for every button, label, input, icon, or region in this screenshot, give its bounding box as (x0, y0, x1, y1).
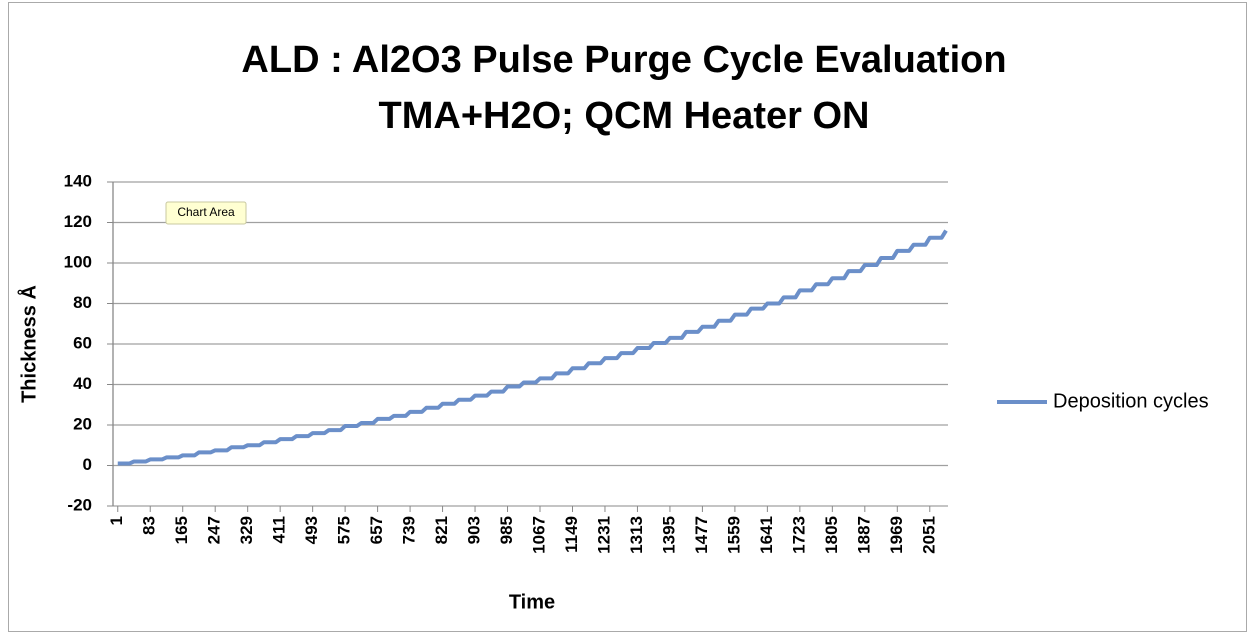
x-tick-label: 1477 (692, 516, 711, 554)
x-tick-label: 1231 (594, 516, 613, 554)
x-tick-label: 1723 (789, 516, 808, 554)
chart-title: ALD : Al2O3 Pulse Purge Cycle Evaluation (241, 39, 1006, 81)
x-tick-label: 1559 (724, 516, 743, 554)
x-tick-label: 985 (497, 516, 516, 544)
data-line (117, 229, 948, 466)
x-tick-label: 2051 (919, 516, 938, 554)
x-tick-label: 1067 (529, 516, 548, 554)
x-tick-label: 1805 (822, 516, 841, 554)
x-tick-label: 247 (205, 516, 224, 544)
legend-label: Deposition cycles (1053, 390, 1209, 412)
x-tick-label: 1313 (627, 516, 646, 554)
x-tick-label: 903 (465, 516, 484, 544)
y-tick-label: 120 (64, 212, 92, 231)
x-tick-label: 329 (237, 516, 256, 544)
x-tick-label: 657 (367, 516, 386, 544)
x-tick-label: 1887 (854, 516, 873, 554)
x-tick-label: 411 (270, 516, 289, 543)
y-tick-label: 20 (73, 414, 92, 433)
y-tick-label: 0 (83, 455, 92, 474)
x-tick-label: 83 (140, 516, 159, 535)
y-axis-label: Thickness Å (16, 285, 40, 403)
x-tick-label: 493 (302, 516, 321, 544)
y-tick-label: 140 (64, 171, 92, 190)
x-tick-label: 1641 (757, 516, 776, 554)
x-tick-label: 165 (172, 516, 191, 544)
tooltip-box (165, 201, 247, 225)
y-tick-label: 40 (73, 374, 92, 393)
y-tick-label: 60 (73, 333, 92, 352)
x-tick-label: 1969 (887, 516, 906, 554)
x-tick-label: 1 (107, 516, 126, 525)
x-tick-label: 1149 (562, 516, 581, 553)
x-tick-label: 1395 (659, 516, 678, 554)
y-tick-label: -20 (67, 495, 92, 514)
x-tick-label: 739 (400, 516, 419, 544)
x-tick-label: 575 (335, 516, 354, 544)
y-tick-label: 100 (64, 252, 92, 271)
x-tick-label: 821 (432, 516, 451, 544)
chart-frame (8, 2, 1247, 632)
y-tick-label: 80 (73, 293, 92, 312)
x-axis-label: Time (509, 591, 555, 613)
tooltip: Chart Area (177, 205, 235, 219)
chart-title: TMA+H2O; QCM Heater ON (379, 95, 870, 137)
